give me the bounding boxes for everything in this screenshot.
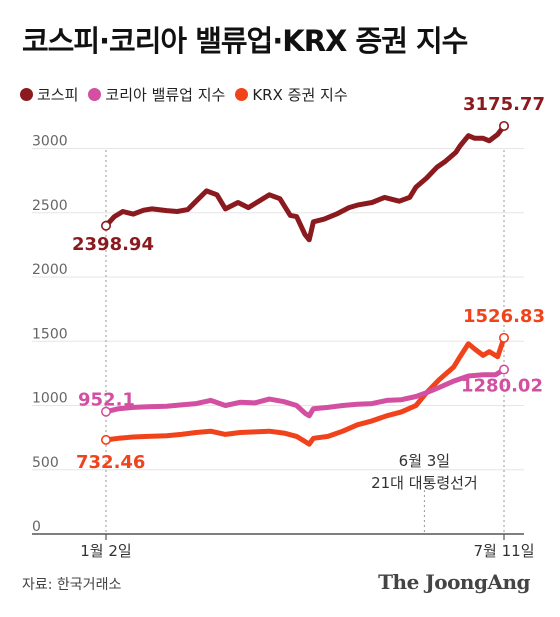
end-point-kospi xyxy=(498,120,509,131)
legend-item-kospi: 코스피 xyxy=(20,84,78,105)
y-tick-label: 0 xyxy=(32,519,41,535)
y-tick-label: 500 xyxy=(32,455,59,471)
legend-item-krx: KRX 증권 지수 xyxy=(235,84,348,105)
annotation-label: 21대 대통령선거 xyxy=(371,474,478,492)
y-tick-label: 3000 xyxy=(32,134,68,150)
legend-label-krx: KRX 증권 지수 xyxy=(252,86,348,104)
x-tick-label: 1월 2일 xyxy=(80,542,131,560)
end-value-label-kospi: 3175.77 xyxy=(463,94,545,115)
start-point-kospi xyxy=(101,220,112,231)
start-point-valueup xyxy=(101,406,112,417)
legend-swatch-krx xyxy=(235,88,249,101)
legend-swatch-valueup xyxy=(88,88,102,101)
legend-label-valueup: 코리아 밸류업 지수 xyxy=(105,86,226,104)
legend: 코스피 코리아 밸류업 지수 KRX 증권 지수 xyxy=(20,84,348,105)
y-tick-label: 2500 xyxy=(32,198,68,214)
legend-swatch-kospi xyxy=(20,88,33,101)
publisher-logo: The JoongAng xyxy=(378,570,530,594)
annotation-label: 6월 3일 xyxy=(399,452,450,470)
legend-item-valueup: 코리아 밸류업 지수 xyxy=(88,84,225,105)
start-value-label-krx: 732.46 xyxy=(76,452,145,473)
start-point-krx xyxy=(101,434,112,445)
chart-title: 코스피·코리아 밸류업·KRX 증권 지수 xyxy=(22,24,468,58)
series-line-krx xyxy=(103,335,507,447)
start-value-label-kospi: 2398.94 xyxy=(72,234,154,255)
y-tick-label: 2000 xyxy=(32,262,68,278)
legend-label-kospi: 코스피 xyxy=(37,86,79,104)
source-note: 자료: 한국거래소 xyxy=(22,577,122,593)
start-value-label-valueup: 952.1 xyxy=(78,390,135,411)
end-value-label-valueup: 1280.02 xyxy=(461,376,543,397)
y-tick-label: 1500 xyxy=(32,326,68,342)
x-tick-label: 7월 11일 xyxy=(474,542,535,560)
end-point-valueup xyxy=(498,364,509,375)
y-tick-label: 1000 xyxy=(32,391,68,407)
series-line-kospi xyxy=(103,123,507,243)
end-point-krx xyxy=(498,332,509,343)
end-value-label-krx: 1526.83 xyxy=(463,306,545,327)
series-line-valueup xyxy=(103,367,507,419)
